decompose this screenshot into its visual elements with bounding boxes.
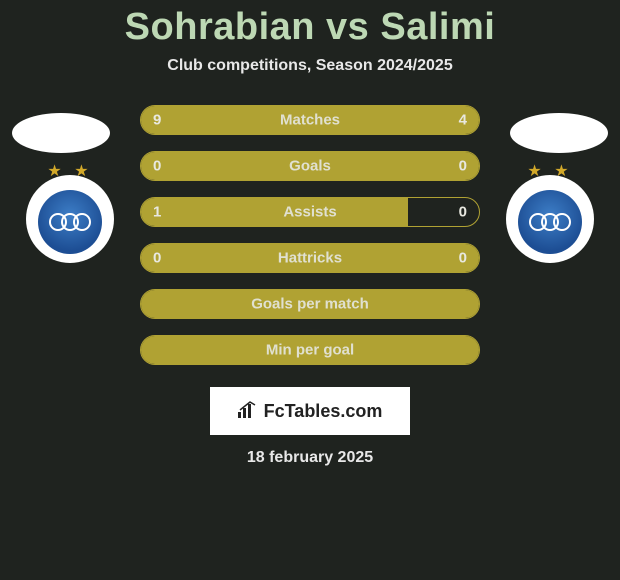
page-title: Sohrabian vs Salimi: [0, 0, 620, 49]
stat-value-left: 0: [153, 158, 161, 175]
stat-label: Goals: [141, 158, 479, 175]
stat-label: Goals per match: [141, 296, 479, 313]
stat-label: Matches: [141, 112, 479, 129]
fctables-logo: FcTables.com: [210, 387, 410, 435]
chart-icon: [238, 400, 258, 423]
stat-value-right: 0: [459, 158, 467, 175]
stat-row: Goals0 0: [140, 151, 480, 181]
badge-circle: [506, 175, 594, 263]
stat-value-left: 9: [153, 112, 161, 129]
stat-label: Hattricks: [141, 250, 479, 267]
stat-value-right: 4: [459, 112, 467, 129]
stats-bars: Matches94Goals00Assists10Hattricks00Goal…: [140, 105, 480, 381]
stat-row: Hattricks0 0: [140, 243, 480, 273]
badge-circle: [26, 175, 114, 263]
player-right-badge: ★ ★: [500, 163, 600, 263]
club-logo-icon: [38, 190, 102, 254]
stat-value-right: 0: [459, 250, 467, 267]
stat-row: Goals per match: [140, 289, 480, 319]
stat-row: Min per goal: [140, 335, 480, 365]
stat-label: Assists: [141, 204, 479, 221]
club-logo-icon: [518, 190, 582, 254]
stat-label: Min per goal: [141, 342, 479, 359]
comparison-panel: ★ ★ ★ ★ Matches94Goals00Assists10Hattric…: [0, 105, 620, 381]
stat-row: Matches9 4: [140, 105, 480, 135]
player-left-badge: ★ ★: [20, 163, 120, 263]
stat-value-right: 0: [459, 204, 467, 221]
date-label: 18 february 2025: [0, 449, 620, 467]
subtitle: Club competitions, Season 2024/2025: [0, 57, 620, 75]
player-right-ellipse: [510, 113, 608, 153]
stat-value-left: 0: [153, 250, 161, 267]
logo-text: FcTables.com: [264, 401, 383, 422]
player-left-ellipse: [12, 113, 110, 153]
stat-value-left: 1: [153, 204, 161, 221]
stat-row: Assists1 0: [140, 197, 480, 227]
